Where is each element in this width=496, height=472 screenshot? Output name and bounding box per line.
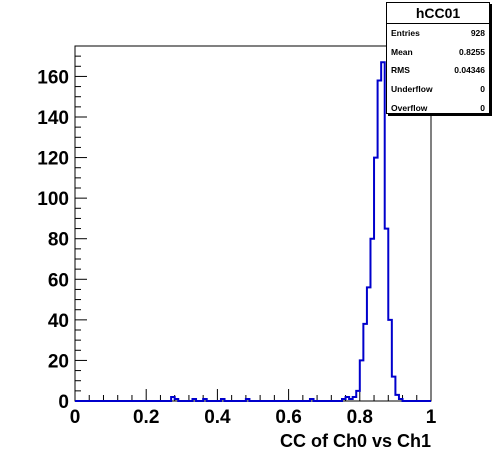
y-tick-labels: 0 20 40 60 80 100 120 140 160 [37, 67, 69, 413]
stats-label: Mean [391, 46, 413, 57]
stats-title: hCC01 [387, 3, 489, 24]
stats-box: hCC01 Entries 928 Mean 0.8255 RMS 0.04346 Unde… [386, 2, 490, 114]
stats-label: Overflow [391, 102, 428, 113]
x-tick-label: 1 [426, 407, 437, 428]
x-tick-label: 0.2 [133, 407, 159, 428]
y-tick-label: 60 [48, 270, 69, 291]
x-tick-labels: 0 0.2 0.4 0.6 0.8 1 [70, 407, 437, 428]
stats-value: 0.8255 [459, 46, 485, 57]
stats-label: Underflow [391, 84, 433, 95]
stats-value: 0 [480, 84, 485, 95]
y-tick-label: 0 [58, 392, 69, 413]
x-tick-label: 0.6 [275, 407, 301, 428]
stats-row: Underflow 0 [387, 80, 489, 99]
axis-ticks [74, 45, 432, 402]
y-tick-label: 40 [48, 311, 69, 332]
stats-value: 0 [480, 102, 485, 113]
y-tick-label: 20 [48, 351, 69, 372]
y-tick-label: 100 [37, 189, 69, 210]
stats-row: Mean 0.8255 [387, 43, 489, 62]
stats-value: 0.04346 [454, 65, 485, 76]
stats-row: RMS 0.04346 [387, 61, 489, 80]
stats-row: Overflow 0 [387, 98, 489, 117]
stats-row: Entries 928 [387, 24, 489, 43]
y-tick-label: 80 [48, 230, 69, 251]
x-tick-label: 0 [70, 407, 81, 428]
histogram-line [75, 61, 431, 402]
y-tick-label: 160 [37, 67, 69, 88]
x-axis-title: CC of Ch0 vs Ch1 [280, 431, 431, 451]
stats-rows: Entries 928 Mean 0.8255 RMS 0.04346 Underflow 0… [387, 24, 489, 117]
stats-label: Entries [391, 28, 420, 39]
stats-value: 928 [470, 28, 485, 39]
y-tick-label: 120 [37, 149, 69, 170]
x-tick-label: 0.4 [204, 407, 231, 428]
y-tick-label: 140 [37, 108, 69, 129]
stats-label: RMS [391, 65, 410, 76]
x-tick-label: 0.8 [347, 407, 373, 428]
